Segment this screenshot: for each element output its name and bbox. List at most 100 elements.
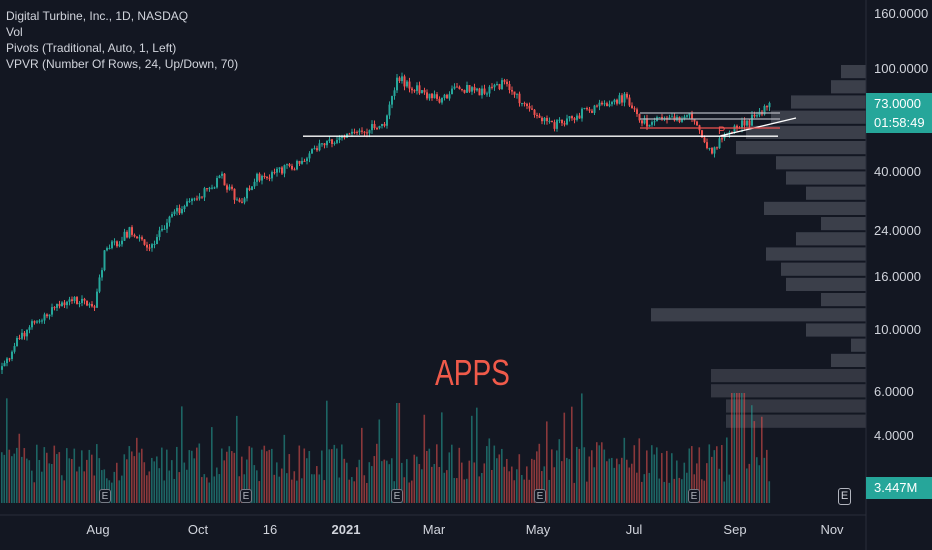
volume-bar xyxy=(383,459,386,503)
candle-body xyxy=(21,332,23,339)
volume-bar xyxy=(256,470,258,503)
candle-body xyxy=(161,228,163,231)
candle-body xyxy=(521,103,523,105)
volume-bar xyxy=(501,448,503,503)
volume-bar xyxy=(571,406,573,503)
candle-body xyxy=(621,95,623,103)
volume-bar xyxy=(498,454,501,503)
price-axis[interactable]: 160.0000 100.0000 40.0000 24.0000 16.000… xyxy=(866,0,932,515)
volume-bar xyxy=(478,476,481,503)
candle-body xyxy=(591,110,593,113)
candle-body xyxy=(386,115,388,126)
volume-bar xyxy=(213,476,216,503)
price-tick: 10.0000 xyxy=(874,322,921,337)
volume-bar xyxy=(616,458,618,503)
pivots-indicator-label[interactable]: Pivots (Traditional, Auto, 1, Left) xyxy=(6,41,177,55)
candle-body xyxy=(753,114,756,117)
candle-body xyxy=(746,120,748,126)
candle-body xyxy=(418,85,421,94)
volume-bar xyxy=(593,467,596,503)
volume-bar xyxy=(241,456,243,503)
volume-bar xyxy=(78,466,81,503)
volume-bar xyxy=(133,456,136,503)
volume-bar xyxy=(56,454,58,503)
volume-bar xyxy=(583,447,586,503)
candle-body xyxy=(371,124,373,131)
volume-bar xyxy=(398,403,401,503)
candle-body xyxy=(166,222,168,229)
volume-bar xyxy=(313,474,316,503)
candle-body xyxy=(313,148,316,150)
candle-body xyxy=(583,107,586,109)
volume-badge: 3.447M xyxy=(866,477,932,499)
volume-bar xyxy=(663,481,666,503)
candle-body xyxy=(391,96,393,105)
candle-body xyxy=(268,177,271,179)
vol-indicator-label[interactable]: Vol xyxy=(6,25,23,39)
volume-bar xyxy=(641,481,643,503)
candle-body xyxy=(143,239,146,245)
candle-body xyxy=(713,147,716,154)
volume-bar xyxy=(1,452,3,503)
candle-body xyxy=(98,277,101,292)
earnings-icon[interactable]: E xyxy=(534,489,546,503)
volume-bar xyxy=(311,474,313,503)
time-tick: Sep xyxy=(723,522,747,537)
volume-bar xyxy=(218,474,221,503)
volume-bar xyxy=(621,457,623,503)
volume-bar xyxy=(41,471,43,503)
candle-body xyxy=(241,201,243,203)
volume-bar xyxy=(461,462,463,503)
earnings-toggle-button[interactable]: E xyxy=(838,488,851,505)
volume-bar xyxy=(376,443,378,503)
candle-body xyxy=(116,241,118,247)
volume-bar xyxy=(386,460,388,503)
volume-bar xyxy=(608,458,611,503)
volume-profile-row xyxy=(831,353,866,367)
candle-body xyxy=(531,108,533,110)
candle-body xyxy=(261,175,263,181)
candle-body xyxy=(736,125,738,128)
candlesticks xyxy=(1,72,771,375)
volume-bar xyxy=(631,463,633,503)
candle-body xyxy=(223,173,226,186)
volume-bar xyxy=(173,478,176,503)
candle-body xyxy=(403,76,406,87)
candle-body xyxy=(301,160,303,164)
candle-body xyxy=(533,109,536,115)
candle-body xyxy=(148,247,151,249)
volume-bar xyxy=(276,462,278,503)
volume-profile-row xyxy=(651,308,866,322)
volume-profile-row xyxy=(771,110,866,124)
volume-bar xyxy=(556,450,558,503)
volume-bar xyxy=(421,469,423,503)
pivot-label: P xyxy=(718,125,725,137)
volume-bar xyxy=(736,393,738,503)
candle-body xyxy=(628,97,631,106)
volume-bar xyxy=(8,449,11,503)
earnings-icon[interactable]: E xyxy=(240,489,252,503)
candle-body xyxy=(471,87,473,92)
candle-body xyxy=(721,138,723,140)
time-tick-year: 2021 xyxy=(331,522,361,537)
volume-bar xyxy=(158,468,161,503)
earnings-icon[interactable]: E xyxy=(688,489,700,503)
candle-body xyxy=(566,118,568,125)
candle-body xyxy=(358,130,361,133)
candle-body xyxy=(461,89,463,91)
candle-body xyxy=(701,130,703,138)
vpvr-indicator-label[interactable]: VPVR (Number Of Rows, 24, Up/Down, 70) xyxy=(6,57,239,71)
candle-body xyxy=(153,243,156,245)
time-tick: 16 xyxy=(262,522,278,537)
volume-bars xyxy=(1,393,771,503)
volume-bar xyxy=(676,460,678,503)
earnings-icon[interactable]: E xyxy=(391,489,403,503)
volume-bar xyxy=(703,480,706,503)
volume-bar xyxy=(118,480,121,503)
symbol-title[interactable]: Digital Turbine, Inc., 1D, NASDAQ xyxy=(6,9,189,23)
candle-body xyxy=(23,332,26,337)
volume-bar xyxy=(721,445,723,503)
volume-bar xyxy=(448,452,451,503)
earnings-icon[interactable]: E xyxy=(99,489,111,503)
